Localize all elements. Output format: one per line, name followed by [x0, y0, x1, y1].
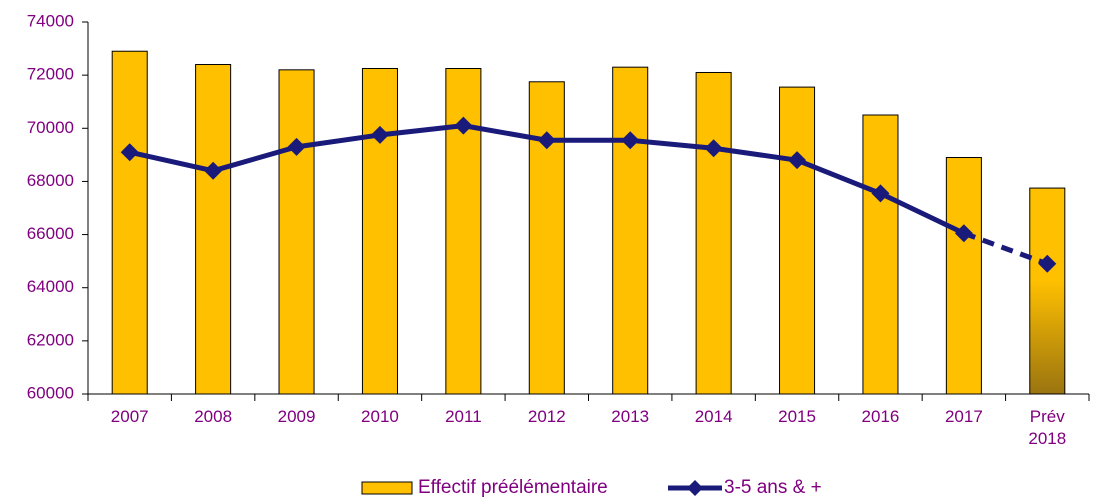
legend-label: Effectif préélémentaire	[418, 477, 608, 498]
marker	[788, 151, 807, 170]
marker	[204, 161, 223, 180]
x-tick-label: 2008	[194, 407, 233, 426]
marker	[287, 137, 306, 156]
y-tick-label: 64000	[27, 277, 74, 296]
marker	[621, 131, 640, 150]
x-tick-label: 2011	[445, 407, 482, 426]
bar	[111, 50, 148, 395]
y-tick-label: 66000	[27, 224, 74, 243]
marker	[954, 224, 973, 243]
bar	[361, 68, 398, 395]
bar	[195, 64, 232, 395]
marker	[454, 116, 473, 135]
legend-label: 3-5 ans & +	[724, 477, 822, 498]
line-dashed	[963, 230, 1049, 267]
y-tick-label: 68000	[27, 171, 74, 190]
x-tick-label: Prév 2018	[1028, 407, 1067, 448]
bar	[1029, 187, 1066, 395]
marker	[1038, 254, 1057, 273]
marker	[120, 143, 139, 162]
x-tick-label: 2012	[527, 407, 566, 426]
x-tick-label: 2013	[611, 407, 650, 426]
x-tick-label: 2015	[778, 407, 816, 426]
bar	[278, 69, 315, 395]
bar	[612, 66, 649, 395]
y-tick-label: 74000	[27, 11, 74, 30]
y-tick-label: 60000	[27, 383, 74, 402]
x-tick-label: 2014	[694, 407, 733, 426]
legend-swatch	[361, 481, 413, 495]
x-tick-label: 2017	[944, 407, 983, 426]
marker	[704, 139, 723, 158]
legend-marker	[687, 480, 703, 496]
x-tick-label: 2016	[861, 407, 900, 426]
bar	[945, 157, 982, 395]
y-tick-label: 70000	[27, 118, 74, 137]
y-tick-label: 62000	[27, 330, 74, 349]
bar	[779, 86, 816, 395]
bar	[862, 114, 899, 395]
x-tick-label: 2010	[361, 407, 399, 426]
x-tick-label: 2007	[110, 407, 149, 426]
y-tick-label: 72000	[27, 65, 74, 84]
marker	[871, 184, 890, 203]
bar	[528, 81, 565, 395]
marker	[370, 125, 389, 144]
marker	[537, 131, 556, 150]
x-tick-label: 2009	[277, 407, 316, 426]
bar	[695, 71, 732, 395]
